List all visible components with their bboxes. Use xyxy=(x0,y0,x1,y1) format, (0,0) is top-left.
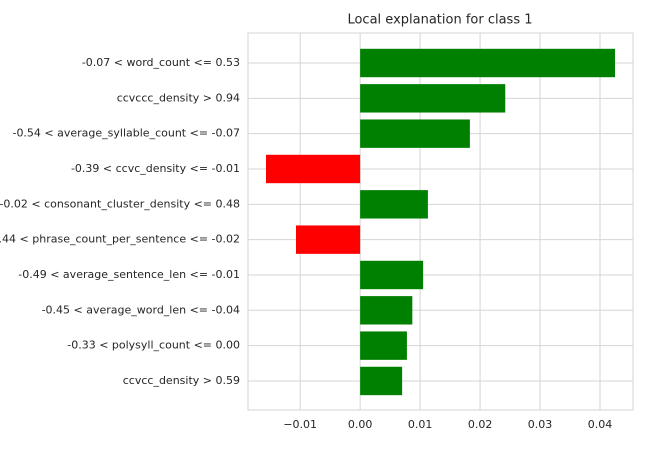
y-tick-label: -0.33 < polysyll_count <= 0.00 xyxy=(67,339,240,352)
bar xyxy=(360,119,470,148)
chart-title: Local explanation for class 1 xyxy=(347,13,532,28)
bar xyxy=(360,366,403,396)
y-tick-label: -0.54 < average_syllable_count <= -0.07 xyxy=(12,127,240,140)
y-tick-label: -0.07 < word_count <= 0.53 xyxy=(82,56,240,69)
x-tick-label: 0.04 xyxy=(588,418,613,431)
y-tick-label: -0.49 < average_sentence_len <= -0.01 xyxy=(18,268,240,281)
x-tick-label: 0.02 xyxy=(468,418,493,431)
plot-frame xyxy=(247,32,634,411)
y-tick-label: ccvcc_density > 0.59 xyxy=(123,374,240,387)
x-tick-label: 0.01 xyxy=(408,418,433,431)
bar xyxy=(295,225,361,254)
bar xyxy=(360,331,407,360)
x-tick-label: −0.01 xyxy=(283,418,317,431)
y-tick-label: ccvccc_density > 0.94 xyxy=(117,91,240,104)
bar xyxy=(360,296,413,325)
y-tick-label: -0.02 < consonant_cluster_density <= 0.4… xyxy=(0,197,240,210)
y-tick-label: -0.45 < average_word_len <= -0.04 xyxy=(42,303,240,316)
y-tick-label: -0.39 < ccvc_density <= -0.01 xyxy=(71,162,240,175)
x-tick-label: 0.03 xyxy=(528,418,553,431)
bar xyxy=(360,260,424,290)
bar xyxy=(360,190,428,219)
bar xyxy=(265,154,361,184)
bar xyxy=(360,48,616,78)
bar xyxy=(360,84,506,113)
y-tick-label: -0.44 < phrase_count_per_sentence <= -0.… xyxy=(0,233,240,246)
x-tick-label: 0.00 xyxy=(348,418,373,431)
